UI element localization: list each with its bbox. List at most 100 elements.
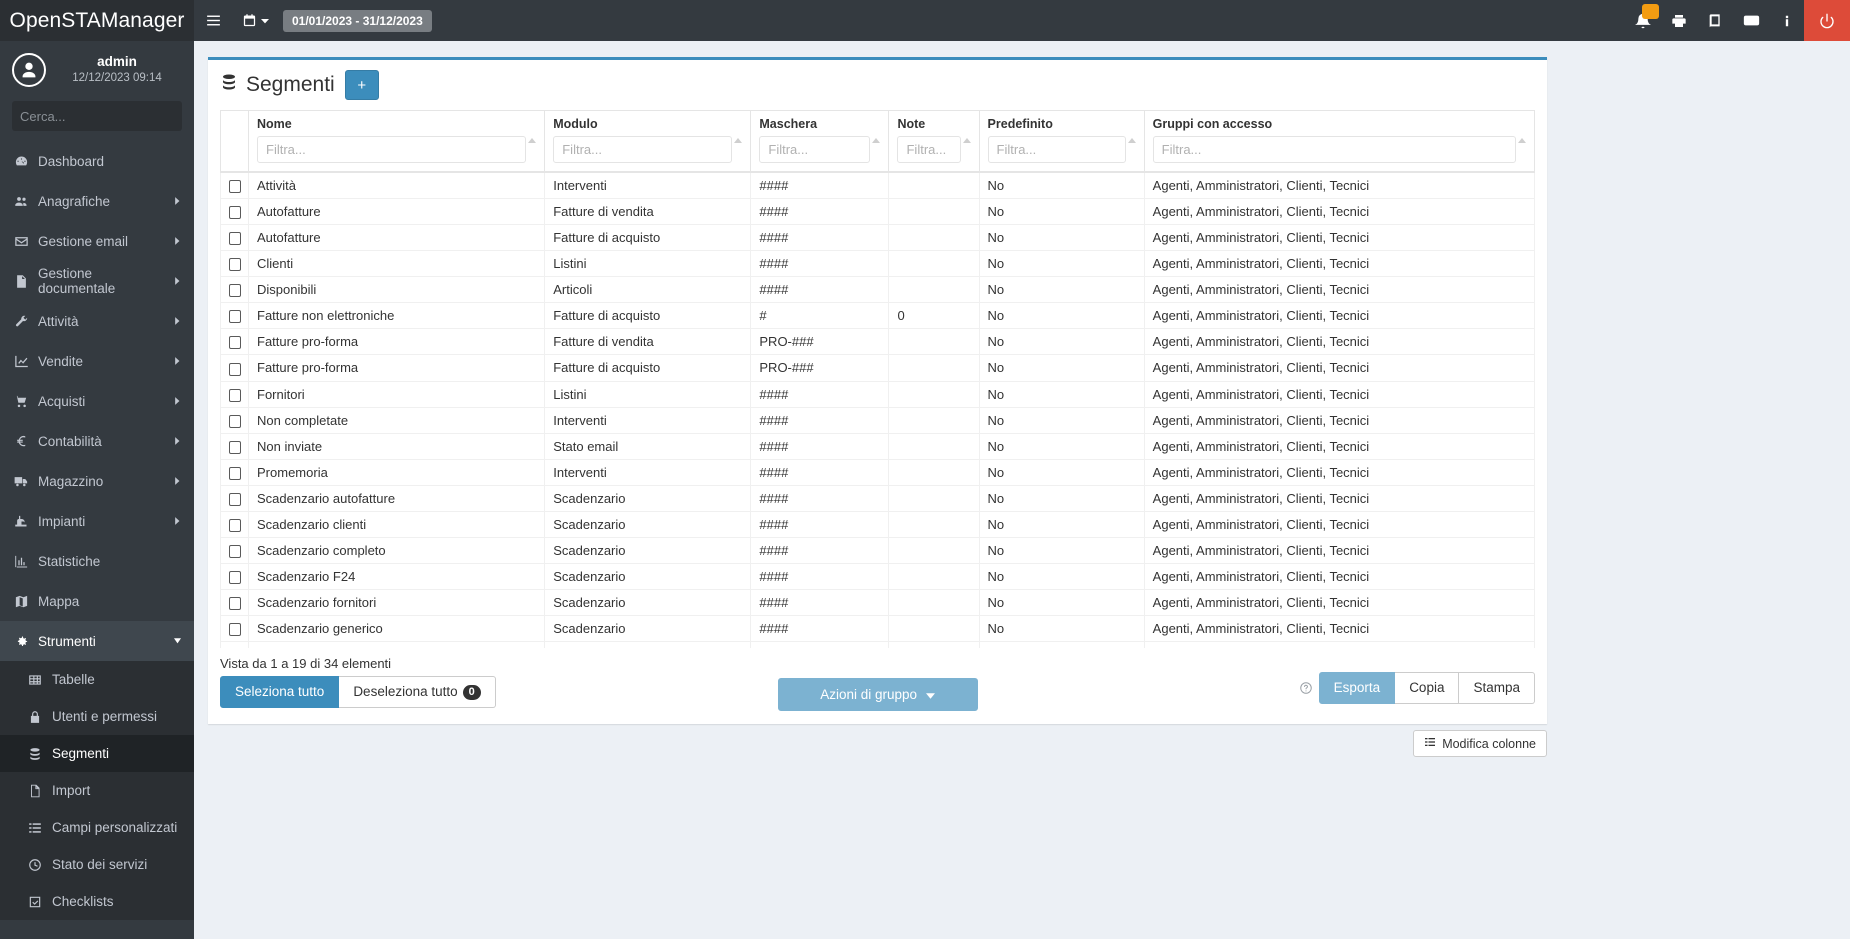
select-all-button[interactable]: Seleziona tutto	[220, 676, 340, 709]
filter-input-gruppi[interactable]	[1152, 136, 1516, 163]
row-checkbox[interactable]	[228, 206, 241, 220]
table-row[interactable]: Autofatture Fatture di acquisto #### No Agen…	[220, 224, 1535, 252]
sort-toggle-note[interactable]	[962, 136, 971, 150]
sort-toggle-gruppi[interactable]	[1518, 136, 1526, 150]
filter-input-modulo[interactable]	[553, 136, 733, 163]
table-row[interactable]: Non completate Interventi #### No Agenti, Am…	[220, 406, 1535, 434]
row-select-cell[interactable]	[220, 615, 250, 643]
sidebar-item-statistiche[interactable]: Statistiche	[0, 541, 194, 581]
row-select-cell[interactable]	[220, 510, 250, 538]
row-select-cell[interactable]	[220, 328, 250, 356]
table-row[interactable]: Fatture pro-forma Fatture di vendita PRO-#…	[220, 328, 1535, 356]
row-select-cell[interactable]	[220, 562, 250, 591]
row-select-cell[interactable]	[220, 458, 250, 486]
row-checkbox[interactable]	[228, 597, 241, 611]
row-checkbox[interactable]	[228, 466, 241, 480]
row-checkbox[interactable]	[228, 232, 241, 246]
row-checkbox[interactable]	[228, 414, 241, 428]
print-button[interactable]: Stampa	[1459, 672, 1535, 705]
bell-icon[interactable]	[1625, 0, 1661, 41]
sidebar-item-vendite[interactable]: Vendite	[0, 341, 194, 381]
info-icon[interactable]	[1770, 0, 1804, 41]
sidebar-search[interactable]	[12, 101, 194, 131]
column-header-note[interactable]: Note	[888, 110, 980, 173]
table-row[interactable]: Promemoria Interventi #### No Agenti, Ammini…	[220, 458, 1535, 486]
row-select-cell[interactable]	[220, 302, 250, 330]
table-row[interactable]: Scadenzario Ri.Ba. ClientiScadenzario###…	[220, 641, 1535, 648]
book-icon[interactable]	[1697, 0, 1733, 41]
sidebar-item-checklists[interactable]: Checklists	[0, 883, 194, 920]
column-header-maschera[interactable]: Maschera	[750, 110, 890, 173]
table-row[interactable]: Scadenzario autofatture Scadenzario #### No…	[220, 484, 1535, 512]
sidebar-item-dashboard[interactable]: Dashboard	[0, 141, 194, 181]
date-range-display[interactable]: 01/01/2023 - 31/12/2023	[283, 9, 432, 32]
copy-button[interactable]: Copia	[1395, 672, 1460, 705]
row-checkbox[interactable]	[228, 518, 241, 532]
sort-toggle-maschera[interactable]	[872, 136, 881, 150]
table-row[interactable]: Scadenzario generico Scadenzario #### No Age…	[220, 615, 1535, 643]
row-select-cell[interactable]	[220, 198, 250, 226]
group-actions-button[interactable]: Azioni di gruppo	[777, 678, 978, 711]
table-row[interactable]: Autofatture Fatture di vendita #### No Agent…	[220, 198, 1535, 226]
sidebar-item-import[interactable]: Import	[0, 772, 194, 809]
sidebar-item-attivit[interactable]: Attività	[0, 301, 194, 341]
row-checkbox[interactable]	[228, 571, 241, 584]
row-select-cell[interactable]	[220, 276, 250, 304]
sidebar-item-mappa[interactable]: Mappa	[0, 581, 194, 621]
row-checkbox[interactable]	[228, 258, 241, 272]
table-row[interactable]: Scadenzario F24 Scadenzario #### No Agenti, …	[220, 562, 1535, 591]
row-checkbox[interactable]	[228, 623, 241, 637]
sort-toggle-nome[interactable]	[528, 136, 537, 150]
row-select-cell[interactable]	[220, 250, 250, 278]
sidebar-item-stato-dei-servizi[interactable]: Stato dei servizi	[0, 846, 194, 883]
row-select-cell[interactable]	[220, 536, 250, 564]
table-row[interactable]: Scadenzario clienti Scadenzario #### No Agen…	[220, 510, 1535, 538]
sort-toggle-predefinito[interactable]	[1127, 136, 1136, 150]
table-row[interactable]: Scadenzario completo Scadenzario #### No Age…	[220, 536, 1535, 564]
sidebar-item-anagrafiche[interactable]: Anagrafiche	[0, 181, 194, 221]
row-select-cell[interactable]	[220, 484, 250, 512]
row-checkbox[interactable]	[228, 284, 241, 298]
calendar-icon[interactable]	[232, 0, 279, 41]
row-select-cell[interactable]	[220, 171, 250, 200]
table-scroll-container[interactable]: Nome Modulo Maschera Note Predefinito Gruppi …	[220, 110, 1535, 648]
row-select-cell[interactable]	[220, 406, 250, 434]
sort-toggle-modulo[interactable]	[734, 136, 743, 150]
row-select-cell[interactable]	[220, 380, 250, 408]
table-row[interactable]: Attività Interventi #### No Agenti, Amminist…	[220, 171, 1535, 200]
row-checkbox[interactable]	[228, 388, 241, 402]
table-row[interactable]: Disponibili Articoli #### No Agenti, Amminis…	[220, 276, 1535, 304]
row-checkbox[interactable]	[228, 180, 241, 194]
row-select-cell[interactable]	[220, 354, 250, 382]
column-header-predefinito[interactable]: Predefinito	[978, 110, 1145, 173]
table-row[interactable]: Fornitori Listini #### No Agenti, Amministra…	[220, 380, 1535, 408]
row-checkbox[interactable]	[228, 440, 241, 454]
sidebar-item-campi-personalizzati[interactable]: Campi personalizzati	[0, 809, 194, 846]
sidebar-item-strumenti[interactable]: Strumenti	[0, 621, 194, 661]
row-select-cell[interactable]	[220, 432, 250, 460]
table-row[interactable]: Clienti Listini #### No Agenti, Amministrato…	[220, 250, 1535, 278]
row-checkbox[interactable]	[228, 544, 241, 558]
sidebar-item-utenti-e-permessi[interactable]: Utenti e permessi	[0, 698, 194, 735]
sidebar-item-acquisti[interactable]: Acquisti	[0, 381, 194, 421]
table-row[interactable]: Scadenzario fornitori Scadenzario #### No Ag…	[220, 588, 1535, 617]
add-segment-button[interactable]: +	[344, 70, 379, 100]
power-icon[interactable]	[1804, 0, 1850, 41]
export-button[interactable]: Esporta	[1318, 672, 1396, 705]
table-row[interactable]: Non inviate Stato email #### No Agenti, Ammi…	[220, 432, 1535, 460]
sidebar-item-tabelle[interactable]: Tabelle	[0, 661, 194, 698]
filter-input-nome[interactable]	[257, 136, 527, 163]
filter-input-note[interactable]	[897, 136, 961, 163]
row-checkbox[interactable]	[228, 310, 241, 324]
hamburger-icon[interactable]	[194, 0, 232, 41]
sidebar-item-gestione-documentale[interactable]: Gestione documentale	[0, 261, 194, 301]
sidebar-item-magazzino[interactable]: Magazzino	[0, 461, 194, 501]
printer-icon[interactable]	[1661, 0, 1697, 41]
edit-columns-button[interactable]: Modifica colonne	[1413, 730, 1547, 758]
row-select-cell[interactable]	[220, 224, 250, 252]
sidebar-item-contabilit[interactable]: Contabilità	[0, 421, 194, 461]
sidebar-item-gestione-email[interactable]: Gestione email	[0, 221, 194, 261]
filter-input-maschera[interactable]	[759, 136, 871, 163]
deselect-all-button[interactable]: Deseleziona tutto 0	[339, 676, 496, 709]
sidebar-item-impianti[interactable]: Impianti	[0, 501, 194, 541]
